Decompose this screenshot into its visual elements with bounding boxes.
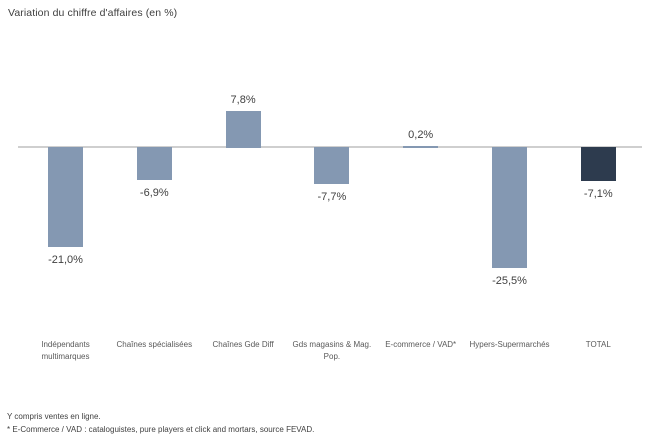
- bar-total: [580, 147, 616, 181]
- bar-value-label: 7,8%: [230, 94, 256, 106]
- bar: [48, 147, 83, 247]
- bar-chart: -21,0% Indépendants multimarques -6,9% Chaî…: [18, 94, 642, 361]
- footnote-line-2: * E-Commerce / VAD : cataloguistes, pure…: [7, 425, 315, 434]
- bar-value-label: -25,5%: [492, 275, 527, 287]
- x-axis-label: TOTAL: [585, 340, 611, 349]
- x-axis-label: Chaînes spécialisées: [116, 340, 193, 349]
- footnote-line-1: Y compris ventes en ligne.: [7, 412, 101, 421]
- bar-value-label: -7,7%: [317, 191, 347, 203]
- bar: [314, 147, 350, 184]
- bar-value-label: 0,2%: [408, 129, 434, 141]
- page-title: Variation du chiffre d'affaires (en %): [8, 7, 178, 19]
- bar-value-label: -7,1%: [583, 188, 613, 200]
- bar: [403, 146, 439, 148]
- x-axis-label: Hypers-Supermarchés: [469, 340, 550, 349]
- bar: [136, 147, 172, 180]
- x-axis-label: Chaînes Gde Diff: [212, 340, 274, 349]
- x-axis-label: Indépendants multimarques: [41, 340, 90, 361]
- bar: [492, 147, 527, 268]
- bar: [225, 111, 261, 148]
- bar-value-label: -21,0%: [48, 254, 83, 266]
- bar-value-label: -6,9%: [139, 187, 169, 199]
- x-axis-label: E-commerce / VAD*: [385, 340, 457, 349]
- x-axis-label: Gds magasins & Mag. Pop.: [292, 340, 372, 361]
- footnotes: Y compris ventes en ligne. * E-Commerce …: [7, 410, 314, 436]
